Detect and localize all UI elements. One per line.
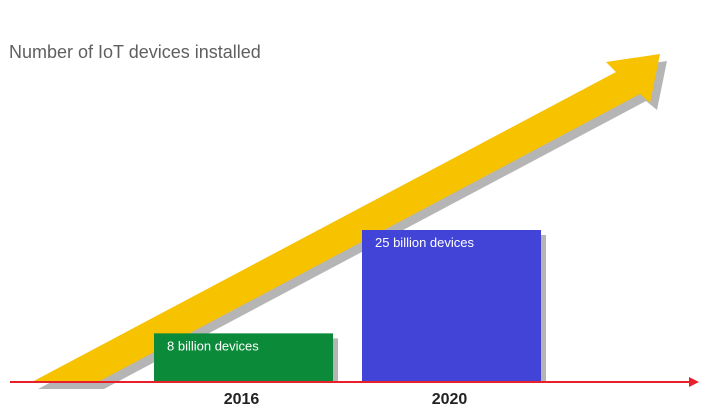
x-axis-group bbox=[10, 377, 699, 387]
trend-arrow bbox=[30, 54, 660, 383]
x-axis-arrowhead bbox=[689, 377, 699, 387]
bar-label-2020: 25 billion devices bbox=[375, 235, 475, 250]
x-tick-label-2016: 2016 bbox=[224, 391, 260, 408]
chart-title: Number of IoT devices installed bbox=[9, 42, 261, 62]
trend-arrow-group bbox=[30, 54, 667, 389]
bar-label-2016: 8 billion devices bbox=[167, 338, 259, 353]
bar-2016 bbox=[154, 333, 333, 382]
x-tick-labels-group: 2016 2020 bbox=[224, 391, 468, 408]
x-tick-label-2020: 2020 bbox=[432, 391, 468, 408]
bar-2020 bbox=[362, 230, 541, 382]
bars-group: 8 billion devices 25 billion devices bbox=[154, 230, 546, 382]
